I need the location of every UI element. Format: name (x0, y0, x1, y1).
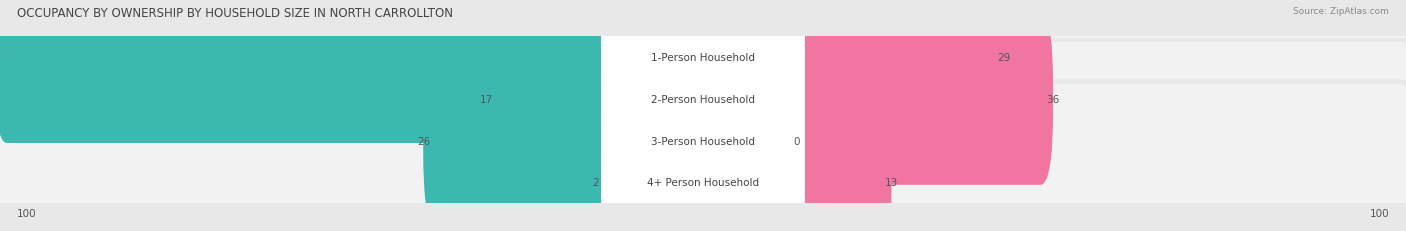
FancyBboxPatch shape (0, 41, 1406, 231)
Text: 1-Person Household: 1-Person Household (651, 53, 755, 63)
Text: Source: ZipAtlas.com: Source: ZipAtlas.com (1294, 7, 1389, 16)
Text: 2-Person Household: 2-Person Household (651, 94, 755, 104)
FancyBboxPatch shape (0, 0, 1406, 200)
FancyBboxPatch shape (602, 71, 804, 231)
Text: 13: 13 (884, 177, 897, 188)
FancyBboxPatch shape (775, 14, 1053, 185)
FancyBboxPatch shape (423, 55, 631, 227)
FancyBboxPatch shape (602, 0, 804, 211)
Text: 2: 2 (592, 177, 599, 188)
FancyBboxPatch shape (486, 14, 631, 185)
Text: 36: 36 (1046, 94, 1059, 104)
Text: 17: 17 (481, 94, 494, 104)
Text: 3-Person Household: 3-Person Household (651, 136, 755, 146)
FancyBboxPatch shape (0, 0, 631, 143)
Text: 0: 0 (793, 136, 800, 146)
Text: 100: 100 (1369, 208, 1389, 218)
FancyBboxPatch shape (602, 0, 804, 170)
Text: 26: 26 (418, 136, 430, 146)
FancyBboxPatch shape (0, 82, 1406, 231)
Text: OCCUPANCY BY OWNERSHIP BY HOUSEHOLD SIZE IN NORTH CARROLLTON: OCCUPANCY BY OWNERSHIP BY HOUSEHOLD SIZE… (17, 7, 453, 20)
Text: 29: 29 (997, 53, 1010, 63)
FancyBboxPatch shape (592, 97, 631, 231)
FancyBboxPatch shape (775, 97, 891, 231)
FancyBboxPatch shape (775, 0, 1004, 143)
FancyBboxPatch shape (0, 0, 1406, 158)
Text: 100: 100 (17, 208, 37, 218)
FancyBboxPatch shape (602, 29, 804, 231)
Text: 4+ Person Household: 4+ Person Household (647, 177, 759, 188)
